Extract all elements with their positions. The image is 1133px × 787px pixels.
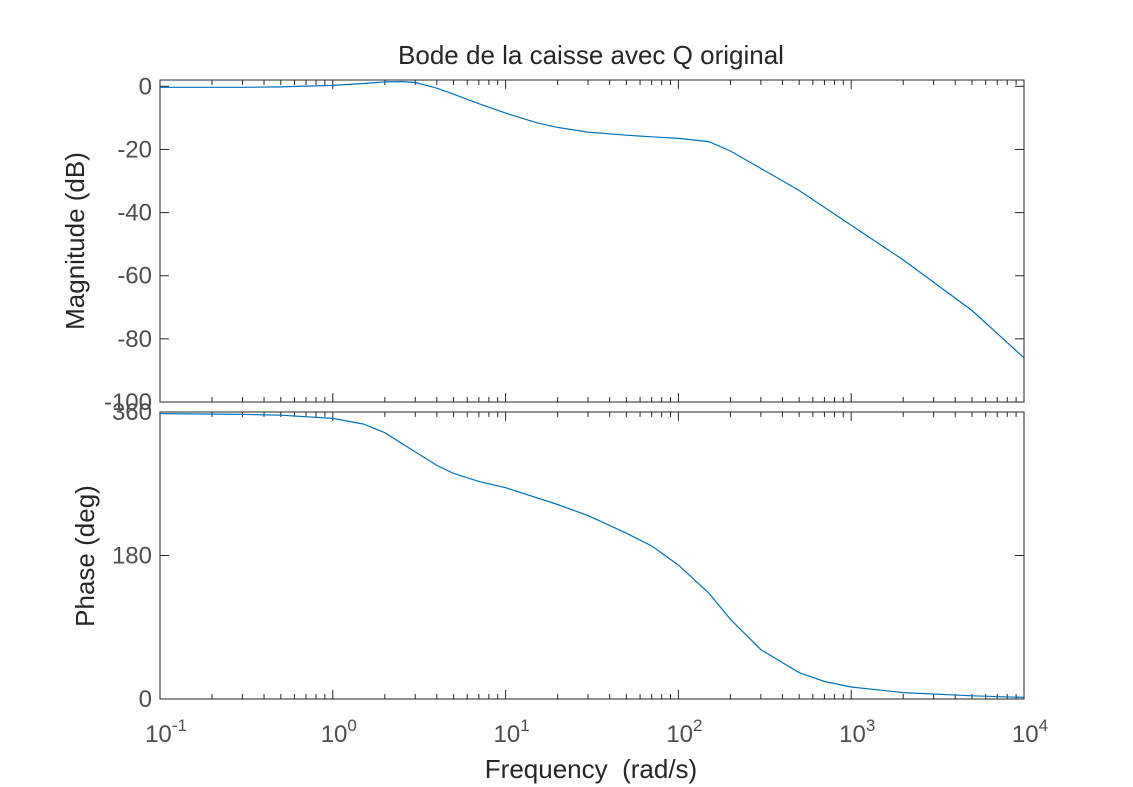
x-axis-label: Frequency (rad/s) <box>485 754 697 784</box>
x-tick-label: 102 <box>666 716 702 748</box>
x-tick-label: 10-1 <box>145 716 187 748</box>
phase-y-tick-label: 0 <box>139 686 152 713</box>
phase-y-tick-labels: 0 180 360 <box>112 399 152 713</box>
magnitude-y-tick-label: -20 <box>117 136 152 163</box>
magnitude-ticks <box>159 80 1024 403</box>
magnitude-y-tick-label: 0 <box>139 73 152 100</box>
magnitude-y-tick-label: -100 <box>104 389 152 416</box>
x-tick-label: 103 <box>839 716 875 748</box>
magnitude-axes-frame <box>159 79 1025 403</box>
phase-y-tick-label: 360 <box>112 399 152 426</box>
x-tick-labels: 10-1 100 101 102 103 104 <box>145 716 1048 748</box>
phase-ticks <box>159 411 1024 700</box>
magnitude-y-tick-labels: 0 -20 -40 -60 -80 -100 <box>104 73 152 416</box>
magnitude-panel: 0 -20 -40 -60 -80 -100 Magnitude (dB) <box>60 73 1025 416</box>
x-tick-label: 104 <box>1012 716 1048 748</box>
phase-series-line <box>159 413 1025 698</box>
chart-title: Bode de la caisse avec Q original <box>398 40 784 70</box>
phase-y-axis-label: Phase (deg) <box>70 485 100 627</box>
x-tick-label: 100 <box>321 716 357 748</box>
magnitude-y-tick-label: -80 <box>117 326 152 353</box>
phase-panel: 0 180 360 Phase (deg) <box>70 399 1025 713</box>
phase-axes-frame <box>159 411 1025 700</box>
phase-y-tick-label: 180 <box>112 543 152 570</box>
magnitude-y-tick-label: -60 <box>117 263 152 290</box>
magnitude-y-axis-label: Magnitude (dB) <box>60 152 90 330</box>
magnitude-y-tick-label: -40 <box>117 200 152 227</box>
magnitude-series-line <box>160 80 1025 359</box>
x-tick-label: 101 <box>494 716 530 748</box>
